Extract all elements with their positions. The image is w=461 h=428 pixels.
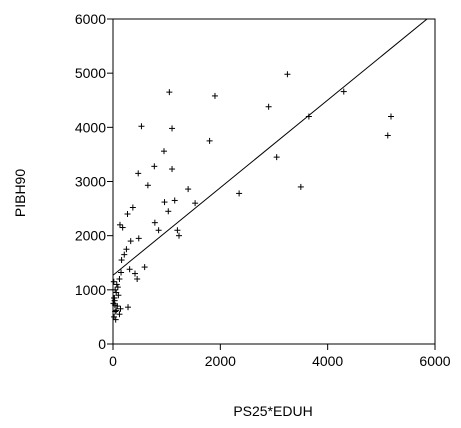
- y-tick-label: 1000: [75, 282, 106, 298]
- y-tick-label: 4000: [75, 119, 106, 135]
- data-point: [114, 284, 121, 291]
- y-axis-ticks: 0 1000 2000 3000 4000 5000 6000: [75, 11, 113, 352]
- regression-line-group: [113, 19, 428, 276]
- data-point: [236, 190, 243, 197]
- y-axis-label: PIBH90: [12, 169, 28, 217]
- data-point: [123, 246, 130, 253]
- data-point: [121, 251, 128, 258]
- data-point: [116, 311, 123, 318]
- x-tick-label: 6000: [419, 353, 450, 369]
- data-point: [118, 269, 125, 276]
- scatter-points: [110, 71, 394, 323]
- data-point: [116, 221, 123, 228]
- data-point: [132, 270, 139, 277]
- x-axis-label: PS25*EDUH: [233, 403, 312, 419]
- plot-border: [112, 18, 436, 345]
- data-point: [161, 199, 168, 206]
- data-point: [113, 307, 120, 314]
- data-point: [284, 71, 291, 78]
- data-point: [160, 148, 167, 155]
- data-point: [111, 302, 118, 308]
- data-point: [126, 266, 133, 273]
- data-point: [134, 276, 141, 282]
- data-point: [169, 125, 176, 132]
- data-point: [135, 235, 142, 242]
- data-point: [117, 305, 124, 312]
- data-point: [112, 316, 119, 323]
- data-point: [116, 276, 123, 282]
- regression-line: [113, 19, 428, 276]
- data-point: [127, 238, 134, 245]
- data-point: [305, 113, 312, 120]
- data-point: [265, 103, 272, 110]
- x-axis-ticks: 0 2000 4000 6000: [109, 344, 451, 369]
- data-point: [192, 200, 199, 207]
- data-point: [151, 163, 158, 170]
- data-point: [115, 292, 122, 299]
- data-point: [124, 211, 131, 217]
- x-tick-label: 4000: [312, 353, 343, 369]
- data-point: [135, 170, 142, 177]
- x-tick-label: 0: [109, 353, 117, 369]
- y-tick-label: 6000: [75, 11, 106, 27]
- data-point: [185, 186, 192, 193]
- data-point: [129, 204, 136, 211]
- data-point: [273, 154, 280, 161]
- data-point: [141, 264, 148, 271]
- data-point: [384, 132, 391, 139]
- data-point: [118, 257, 125, 264]
- data-point: [340, 88, 347, 95]
- data-point: [165, 208, 172, 215]
- data-point: [119, 224, 126, 231]
- x-tick-label: 2000: [205, 353, 236, 369]
- data-point: [138, 123, 145, 130]
- data-point: [166, 89, 173, 96]
- data-point: [174, 227, 181, 234]
- data-point: [211, 92, 218, 99]
- plot-frame: [112, 18, 436, 345]
- data-point: [155, 227, 162, 234]
- y-tick-label: 0: [98, 336, 106, 352]
- data-point: [112, 286, 119, 293]
- data-point: [125, 304, 132, 311]
- data-point: [171, 197, 178, 204]
- data-point: [176, 232, 183, 239]
- data-point: [169, 166, 176, 173]
- y-tick-label: 2000: [75, 228, 106, 244]
- data-point: [206, 137, 213, 144]
- y-tick-label: 5000: [75, 65, 106, 81]
- y-tick-label: 3000: [75, 174, 106, 190]
- data-point: [110, 278, 117, 285]
- data-point: [151, 219, 158, 226]
- data-point: [387, 113, 394, 120]
- data-point: [297, 183, 304, 190]
- data-point: [144, 182, 151, 189]
- data-point: [111, 294, 118, 301]
- data-point: [113, 281, 120, 288]
- data-point: [112, 308, 119, 315]
